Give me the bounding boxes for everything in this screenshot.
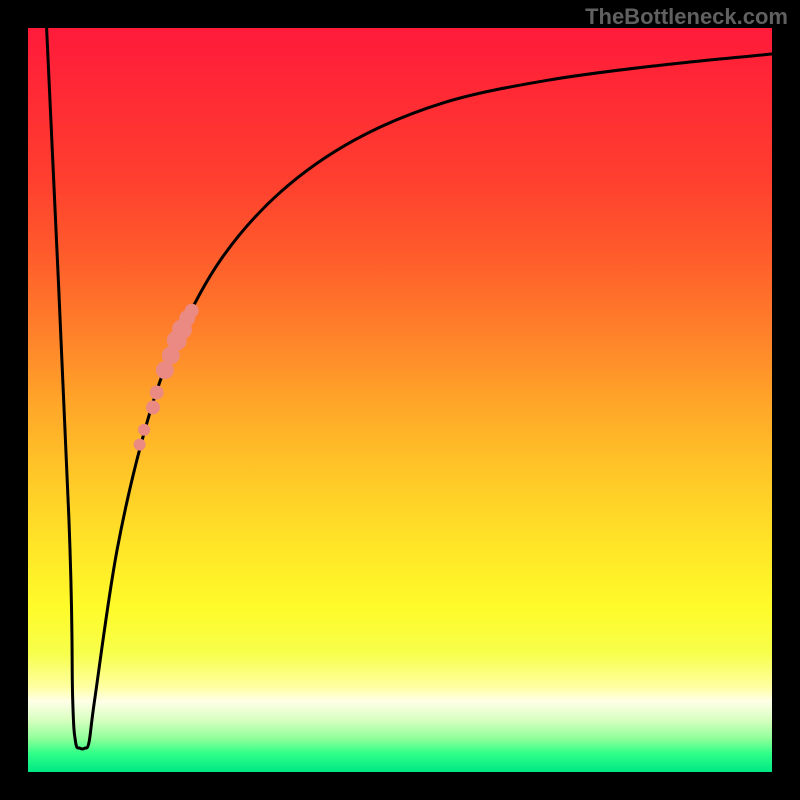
plot-frame: [28, 28, 772, 772]
curve-marker: [138, 424, 150, 436]
curve-marker: [150, 386, 164, 400]
curve-marker: [185, 304, 199, 318]
curve-marker: [134, 439, 146, 451]
watermark-label: TheBottleneck.com: [585, 4, 788, 30]
curve-marker: [146, 400, 160, 414]
bottleneck-chart: [28, 28, 772, 772]
plot-area: [28, 28, 772, 772]
gradient-background: [28, 28, 772, 772]
